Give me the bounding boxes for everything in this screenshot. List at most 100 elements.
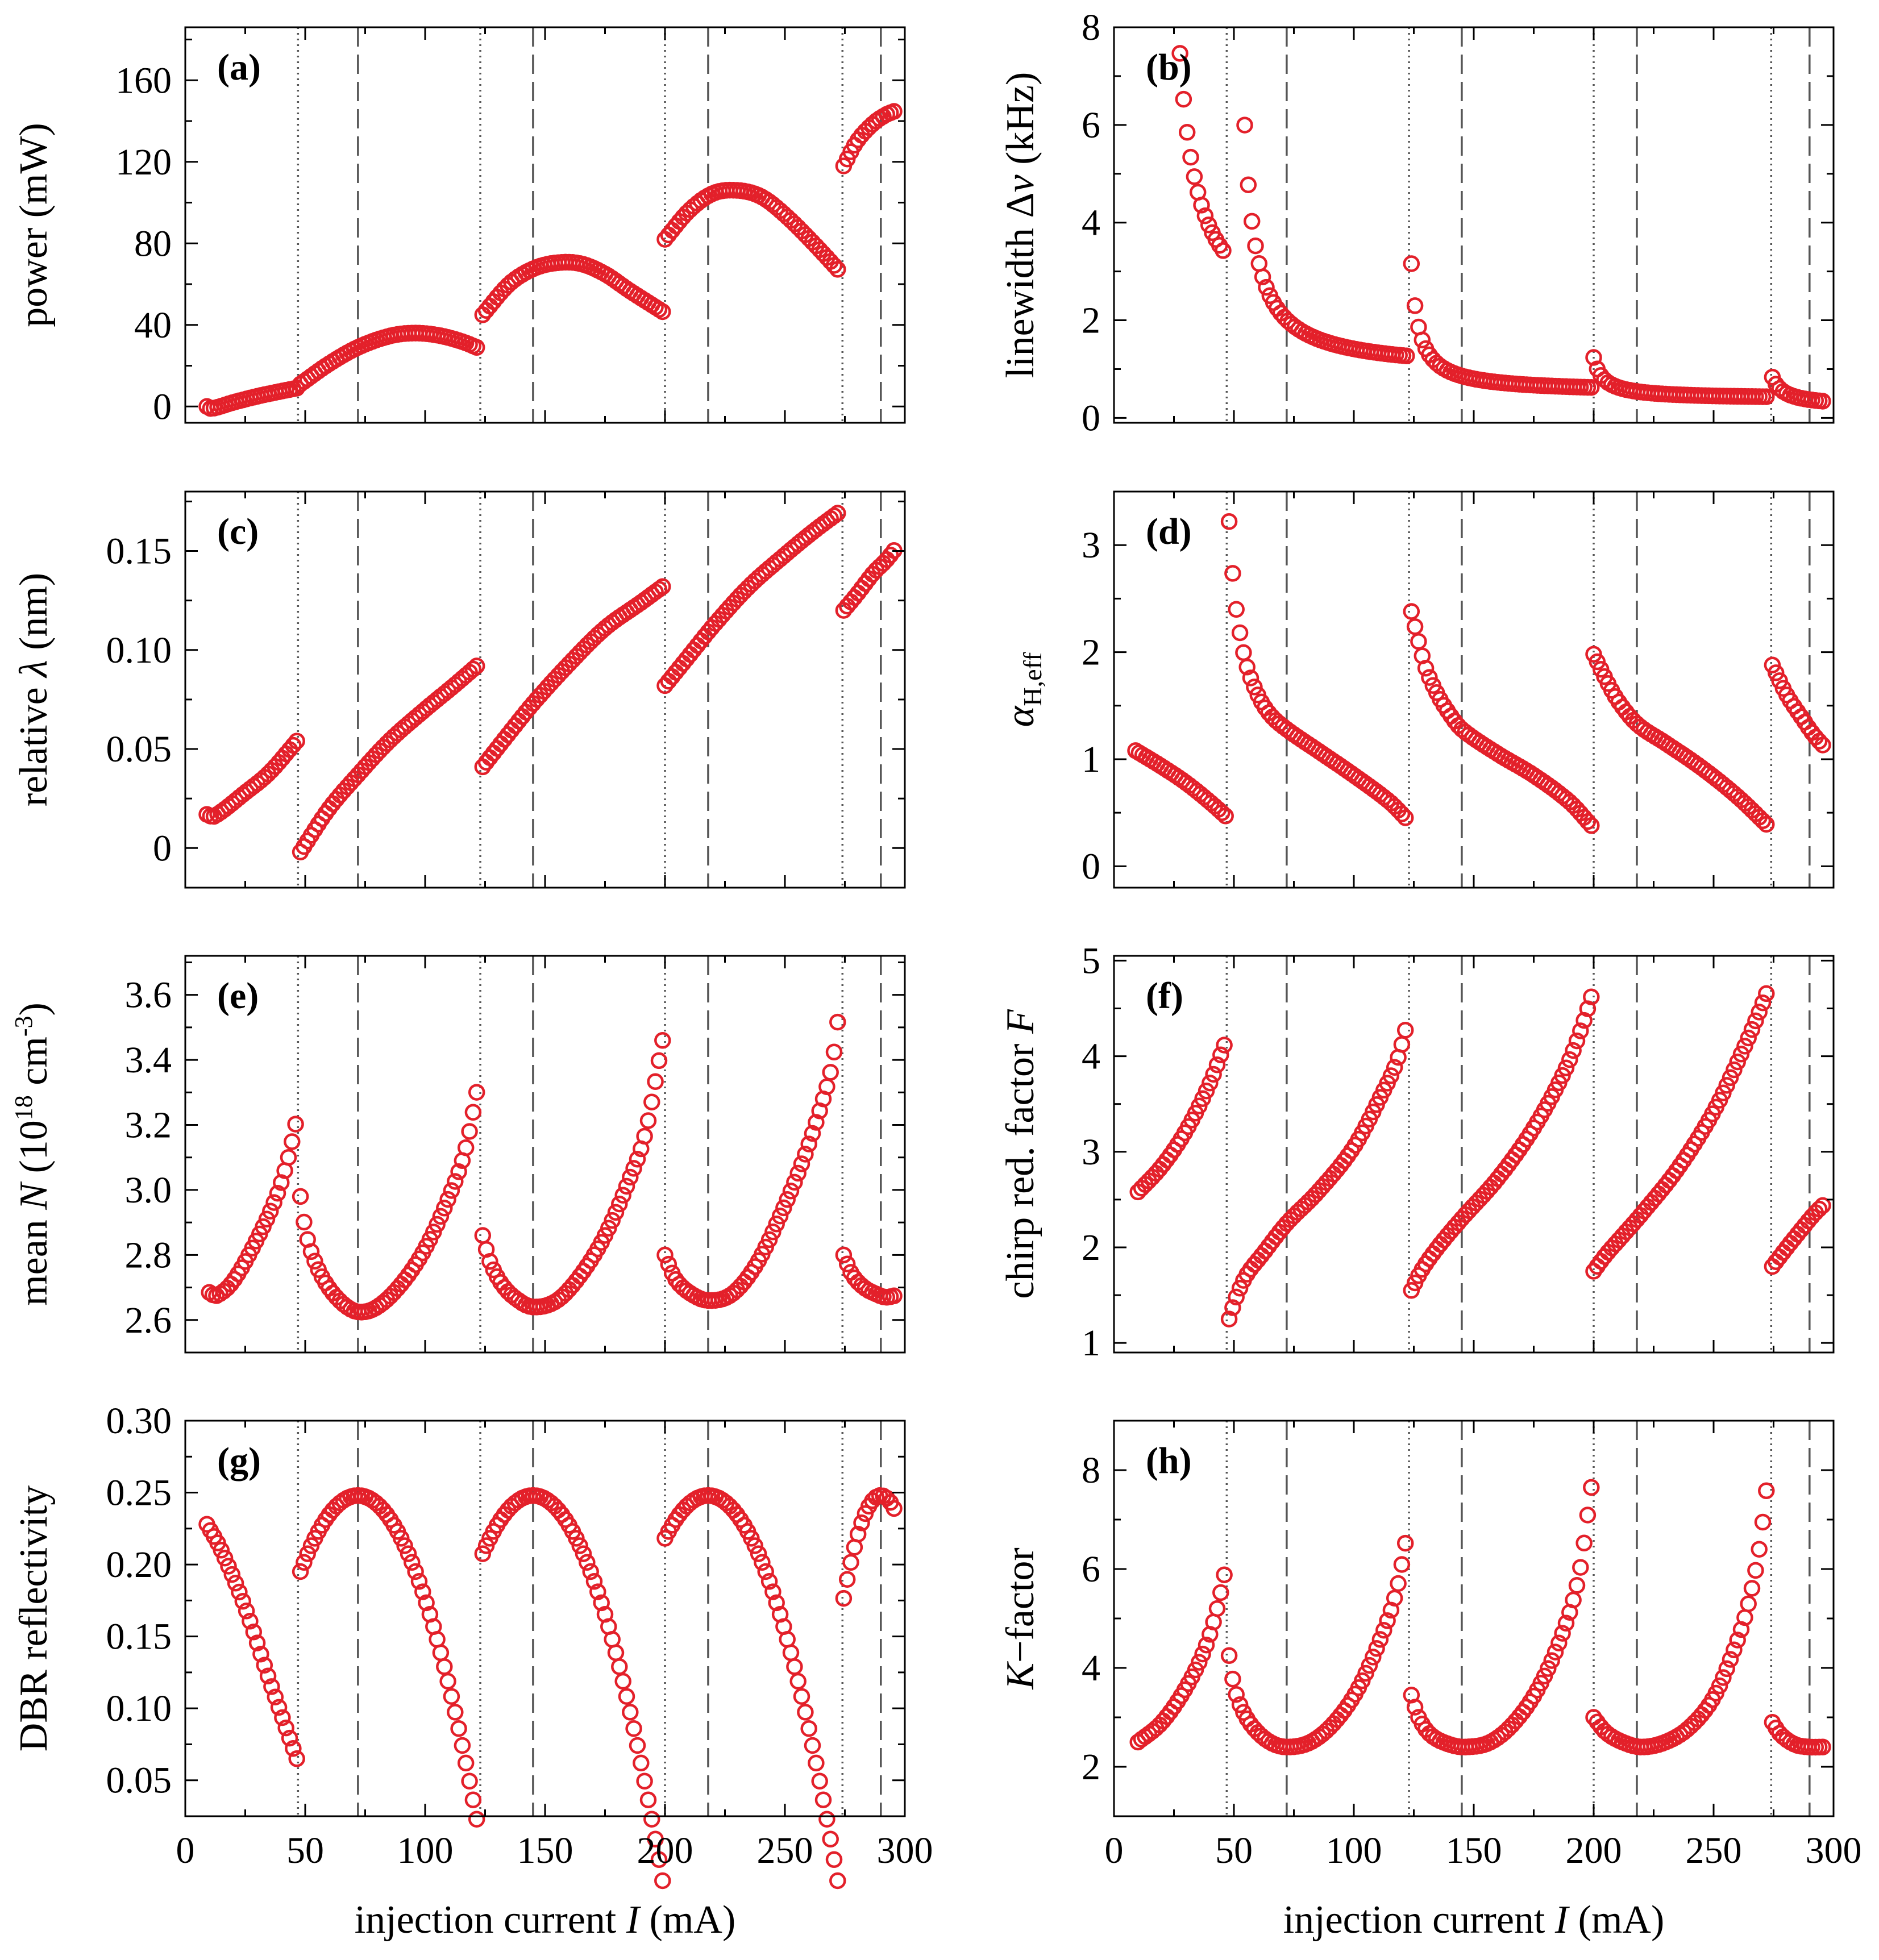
x-axis-label: injection current I (mA) bbox=[355, 1898, 736, 1942]
data-point bbox=[1579, 813, 1597, 830]
y-tick-label: 2 bbox=[1082, 1227, 1100, 1268]
data-point bbox=[1375, 1621, 1392, 1639]
data-point bbox=[234, 1593, 252, 1610]
y-tick-label: 1 bbox=[1082, 739, 1100, 780]
series-e bbox=[201, 1013, 903, 1321]
x-tick-label: 100 bbox=[397, 1830, 454, 1871]
data-point bbox=[1557, 1614, 1575, 1632]
data-point bbox=[1196, 207, 1214, 224]
data-point bbox=[804, 1125, 821, 1142]
data-point bbox=[643, 1093, 660, 1110]
data-point bbox=[782, 1183, 800, 1200]
x-tick-label: 0 bbox=[1105, 1830, 1124, 1871]
panel-label: (f) bbox=[1146, 975, 1183, 1017]
y-tick-label: 6 bbox=[1082, 1549, 1100, 1590]
y-tick-label: 3.4 bbox=[125, 1039, 172, 1081]
data-point bbox=[660, 1255, 677, 1273]
data-point bbox=[1754, 812, 1772, 830]
data-point bbox=[633, 1754, 650, 1772]
data-point bbox=[604, 1212, 621, 1229]
data-point bbox=[782, 1644, 800, 1662]
data-point bbox=[1224, 1670, 1241, 1688]
data-point bbox=[263, 1678, 280, 1695]
data-point bbox=[1715, 1669, 1732, 1686]
data-point bbox=[1557, 1059, 1575, 1077]
data-point bbox=[450, 1720, 467, 1737]
data-point bbox=[818, 1811, 835, 1828]
data-point bbox=[1583, 1479, 1600, 1496]
data-point bbox=[1579, 1507, 1597, 1524]
data-point bbox=[443, 1688, 460, 1705]
x-tick-label: 0 bbox=[176, 1830, 195, 1871]
data-point bbox=[842, 1554, 859, 1571]
y-tick-label: 4 bbox=[1082, 202, 1100, 244]
data-point bbox=[829, 261, 846, 278]
data-point bbox=[775, 1199, 792, 1217]
data-point bbox=[238, 1603, 255, 1620]
data-point bbox=[299, 1545, 316, 1562]
data-point bbox=[636, 1772, 653, 1790]
data-point bbox=[797, 1704, 814, 1721]
x-tick-label: 100 bbox=[1326, 1830, 1382, 1871]
series-g bbox=[198, 1487, 903, 1890]
data-point bbox=[1743, 1580, 1761, 1597]
y-axis-label: DBR reflectivity bbox=[12, 1485, 56, 1752]
data-point bbox=[789, 1672, 807, 1690]
x-tick-label: 50 bbox=[1215, 1830, 1253, 1871]
data-point bbox=[306, 1252, 323, 1270]
panel-e: 2.6 2.8 3.0 3.2 3.4 3.6 (e) mean N (1018 cm-3) bbox=[10, 955, 906, 1354]
y-tick-label: 0 bbox=[1082, 397, 1100, 439]
x-tick-label: 200 bbox=[637, 1830, 693, 1871]
data-point bbox=[822, 1064, 839, 1081]
data-point bbox=[625, 1160, 642, 1177]
data-point bbox=[838, 1571, 856, 1588]
data-point bbox=[1243, 213, 1261, 230]
data-point bbox=[1224, 1299, 1241, 1316]
data-point bbox=[464, 1791, 482, 1808]
data-point bbox=[611, 1658, 628, 1675]
data-point bbox=[835, 1589, 853, 1607]
data-point bbox=[804, 1737, 821, 1754]
y-tick-label: 0.15 bbox=[106, 531, 172, 572]
data-point bbox=[1202, 1074, 1219, 1092]
y-tick-label: 2 bbox=[1082, 632, 1100, 673]
data-point bbox=[443, 1182, 460, 1199]
data-point bbox=[800, 1135, 817, 1152]
data-point bbox=[808, 1754, 825, 1772]
data-point bbox=[1758, 1482, 1775, 1500]
data-point bbox=[614, 1672, 631, 1690]
data-point bbox=[618, 1177, 635, 1195]
x-axis-label: injection current I (mA) bbox=[1283, 1898, 1665, 1942]
data-point bbox=[1396, 1021, 1414, 1039]
data-point bbox=[429, 1631, 446, 1648]
panel-f: 1 2 3 4 5 (f) chirp red. factor F bbox=[999, 940, 1835, 1364]
data-point bbox=[1216, 1566, 1233, 1583]
data-point bbox=[1754, 994, 1772, 1012]
data-point bbox=[1182, 148, 1199, 166]
data-point bbox=[1751, 1004, 1768, 1021]
y-tick-label: 8 bbox=[1082, 1450, 1100, 1491]
data-point bbox=[1393, 1556, 1411, 1573]
data-point bbox=[1205, 1066, 1222, 1083]
data-point bbox=[231, 1583, 248, 1601]
data-point bbox=[258, 1210, 276, 1228]
data-point bbox=[764, 1224, 781, 1241]
data-point bbox=[265, 1194, 282, 1211]
data-point bbox=[1568, 1032, 1586, 1050]
data-point bbox=[600, 1220, 617, 1237]
data-point bbox=[474, 1545, 492, 1562]
y-tick-label: 3.6 bbox=[125, 975, 172, 1016]
plot-area-f bbox=[1113, 955, 1835, 1354]
data-point bbox=[639, 1791, 657, 1808]
data-point bbox=[786, 1173, 803, 1191]
data-point bbox=[647, 1073, 664, 1091]
data-point bbox=[793, 1155, 810, 1172]
data-point bbox=[1242, 669, 1259, 686]
data-point bbox=[829, 1872, 846, 1890]
data-point bbox=[296, 1554, 313, 1571]
data-point bbox=[1198, 1082, 1215, 1100]
panel-label: (a) bbox=[217, 47, 261, 88]
y-tick-label: 2 bbox=[1082, 1746, 1100, 1788]
data-point bbox=[1729, 1632, 1746, 1649]
